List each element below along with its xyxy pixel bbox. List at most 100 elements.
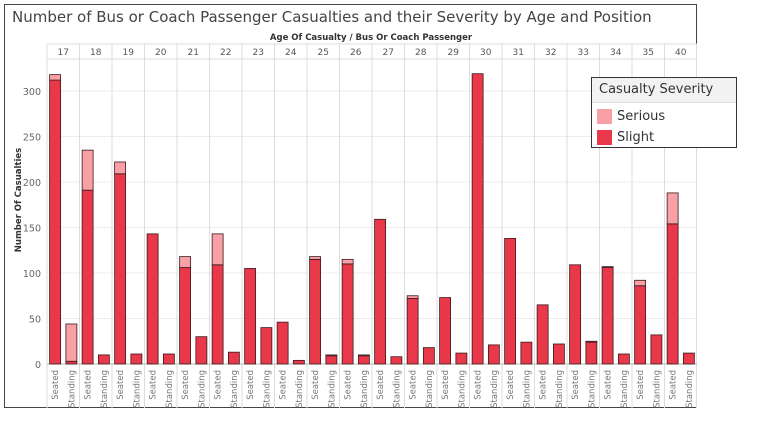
bar-slight	[130, 353, 143, 365]
chart-title: Number of Bus or Coach Passenger Casualt…	[12, 8, 652, 26]
bar-serious	[81, 149, 94, 191]
age-label: 17	[58, 48, 69, 58]
age-label: 22	[220, 48, 231, 58]
bar-serious	[341, 258, 354, 265]
x-tick-label: Standing	[457, 370, 467, 408]
x-tick-label: Standing	[490, 370, 500, 408]
y-tick-label: 0	[35, 360, 41, 371]
x-tick-label: Seated	[149, 370, 159, 400]
bar-slight	[634, 285, 647, 365]
x-tick-label: Seated	[181, 370, 191, 400]
legend-item-slight[interactable]: Slight	[597, 129, 654, 145]
bar-slight	[81, 189, 94, 365]
bar-slight	[585, 341, 598, 365]
bar-slight	[244, 268, 257, 365]
y-tick-label: 200	[23, 178, 41, 189]
bar-serious	[357, 354, 370, 357]
x-tick-label: Standing	[165, 370, 175, 408]
bar-slight	[260, 327, 273, 365]
legend-label-serious: Serious	[617, 108, 666, 124]
bar-serious	[585, 340, 598, 343]
age-label: 33	[578, 48, 589, 58]
x-tick-label: Seated	[376, 370, 386, 400]
x-tick-label: Seated	[409, 370, 419, 400]
age-label: 27	[383, 48, 394, 58]
bar-serious	[211, 233, 224, 266]
legend-swatch-slight	[597, 129, 612, 145]
bar-slight	[357, 355, 370, 365]
bar-slight	[374, 218, 387, 365]
x-tick-label: Standing	[197, 370, 207, 408]
age-label: 24	[285, 48, 297, 58]
bar-slight	[114, 173, 127, 365]
age-label: 21	[188, 48, 199, 58]
bar-slight	[325, 355, 338, 365]
x-tick-label: Standing	[425, 370, 435, 408]
bar-serious	[406, 295, 419, 299]
bar-slight	[504, 238, 517, 365]
y-tick-label: 150	[23, 224, 41, 235]
x-tick-label: Standing	[327, 370, 337, 408]
bar-slight	[650, 334, 663, 365]
x-tick-label: Seated	[51, 370, 61, 400]
age-label: 31	[513, 48, 524, 58]
bar-serious	[49, 74, 62, 81]
bar-slight	[682, 352, 695, 365]
bar-slight	[276, 321, 289, 365]
x-tick-label: Seated	[214, 370, 224, 400]
bar-slight	[97, 354, 110, 365]
age-label: 23	[253, 48, 264, 58]
legend-label-slight: Slight	[617, 129, 655, 145]
age-label: 19	[123, 48, 135, 58]
x-tick-label: Seated	[474, 370, 484, 400]
bar-slight	[439, 297, 452, 365]
x-tick-label: Standing	[587, 370, 597, 408]
age-label: 30	[480, 48, 492, 58]
x-tick-label: Standing	[67, 370, 77, 408]
bar-slight	[471, 73, 484, 365]
bar-slight	[390, 356, 403, 365]
x-tick-label: Seated	[441, 370, 451, 400]
bar-slight	[552, 343, 565, 365]
bar-slight	[65, 360, 78, 365]
bar-slight	[422, 347, 435, 365]
x-tick-label: Standing	[132, 370, 142, 408]
bar-slight	[487, 344, 500, 365]
x-tick-label: Seated	[246, 370, 256, 400]
x-tick-label: Seated	[604, 370, 614, 400]
x-tick-label: Standing	[295, 370, 305, 408]
legend-item-serious[interactable]: Serious	[597, 108, 665, 124]
bar-slight	[146, 233, 159, 365]
age-label: 29	[448, 48, 460, 58]
bar-slight	[601, 267, 614, 365]
bar-serious	[114, 161, 127, 175]
bar-slight	[666, 223, 679, 365]
x-tick-label: Standing	[230, 370, 240, 408]
y-tick-label: 300	[23, 87, 41, 98]
x-tick-label: Standing	[652, 370, 662, 408]
x-tick-label: Standing	[360, 370, 370, 408]
y-axis-label: Number Of Casualties	[14, 148, 24, 252]
x-tick-label: Seated	[539, 370, 549, 400]
y-tick-label: 100	[23, 269, 41, 280]
legend: Casualty Severity Serious Slight	[591, 77, 737, 148]
x-tick-label: Standing	[555, 370, 565, 408]
y-tick-label: 250	[23, 133, 41, 144]
bar-serious	[325, 354, 338, 357]
x-tick-label: Standing	[100, 370, 110, 408]
age-label: 18	[90, 48, 102, 58]
x-tick-label: Seated	[311, 370, 321, 400]
age-label: 40	[675, 48, 687, 58]
bar-slight	[227, 351, 240, 365]
x-tick-label: Seated	[279, 370, 289, 400]
age-label: 25	[318, 48, 329, 58]
bar-slight	[162, 353, 175, 365]
bar-serious	[65, 323, 78, 362]
x-tick-label: Seated	[571, 370, 581, 400]
bar-slight	[195, 336, 208, 365]
bar-slight	[211, 264, 224, 365]
bar-slight	[179, 267, 192, 365]
bar-slight	[536, 304, 549, 365]
x-tick-label: Seated	[636, 370, 646, 400]
bar-slight	[520, 341, 533, 365]
